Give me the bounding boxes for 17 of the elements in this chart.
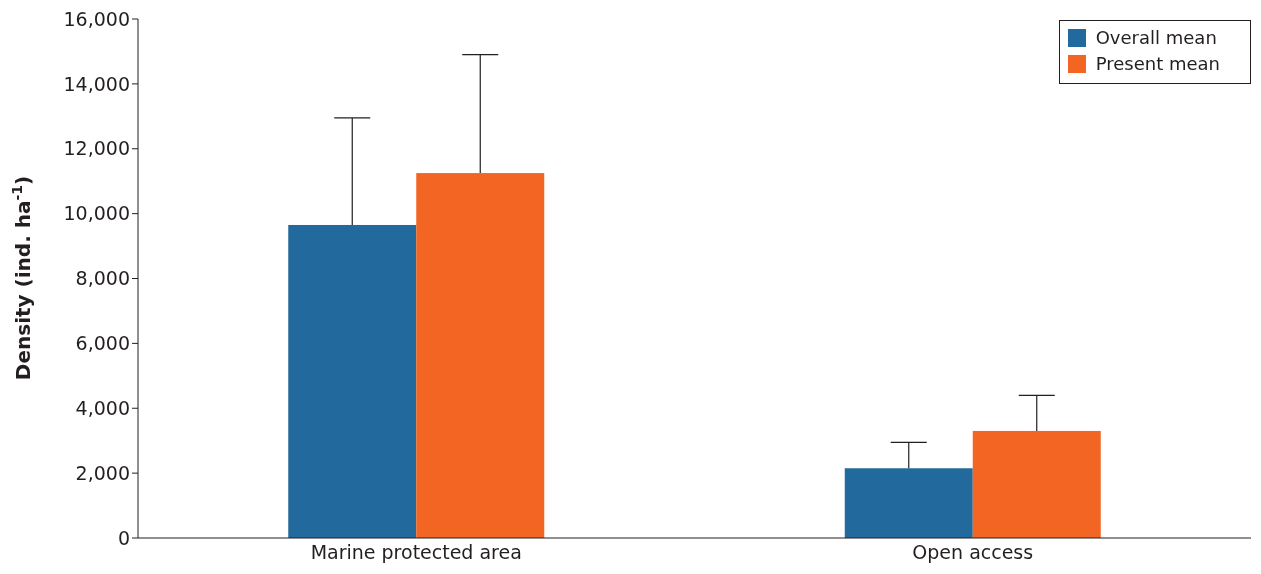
y-tick-label: 2,000 bbox=[75, 461, 130, 484]
y-tick-label: 0 bbox=[117, 526, 130, 549]
bar bbox=[288, 224, 417, 538]
bar bbox=[844, 468, 973, 538]
bar bbox=[972, 430, 1101, 538]
y-tick-label: 10,000 bbox=[63, 202, 130, 225]
y-tick-label: 6,000 bbox=[75, 332, 130, 355]
y-tick-label: 4,000 bbox=[75, 396, 130, 419]
x-tick-label: Marine protected area bbox=[310, 541, 522, 564]
y-tick-label: 12,000 bbox=[63, 137, 130, 160]
y-tick-label: 16,000 bbox=[63, 7, 130, 30]
y-tick-label: 14,000 bbox=[63, 72, 130, 95]
legend-label: Present mean bbox=[1095, 52, 1220, 76]
y-tick-label: 8,000 bbox=[75, 267, 130, 290]
x-tick-label: Open access bbox=[912, 541, 1034, 564]
bar bbox=[416, 173, 545, 538]
legend-label: Overall mean bbox=[1095, 26, 1217, 50]
